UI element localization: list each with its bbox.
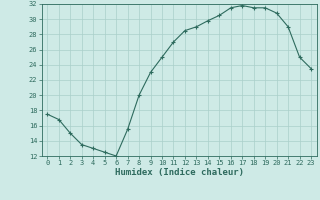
X-axis label: Humidex (Indice chaleur): Humidex (Indice chaleur) xyxy=(115,168,244,177)
